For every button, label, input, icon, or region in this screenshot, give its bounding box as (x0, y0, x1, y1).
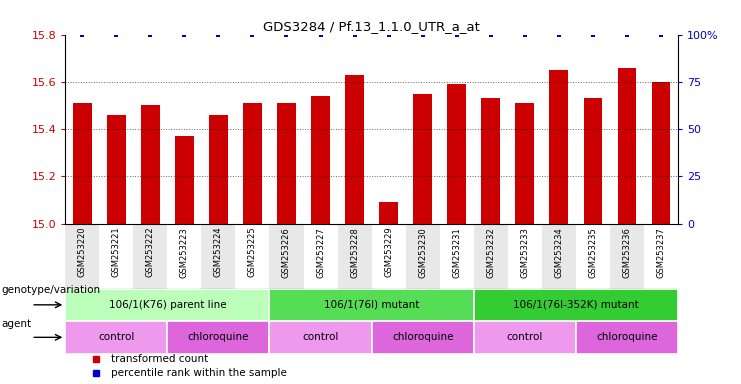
Point (144, 31, 156, 38)
Text: GSM253236: GSM253236 (622, 227, 631, 278)
Point (349, 31, 361, 38)
Text: GSM253225: GSM253225 (248, 227, 257, 278)
Text: 106/1(K76) parent line: 106/1(K76) parent line (108, 300, 226, 310)
Bar (338, 223, 371, 289)
Bar (550, 70, 568, 223)
Title: GDS3284 / Pf.13_1.1.0_UTR_a_at: GDS3284 / Pf.13_1.1.0_UTR_a_at (263, 20, 480, 33)
Text: GSM253237: GSM253237 (657, 227, 665, 278)
Bar (243, 103, 262, 223)
Bar (405, 223, 439, 289)
Bar (508, 223, 542, 289)
Bar (107, 115, 126, 223)
Point (416, 31, 428, 38)
Bar (99, 223, 133, 289)
Point (76, 31, 88, 38)
Text: GSM253234: GSM253234 (554, 227, 563, 278)
Bar (209, 115, 227, 223)
Point (213, 31, 225, 38)
Text: transformed count: transformed count (111, 354, 208, 364)
Bar (610, 223, 644, 289)
Text: control: control (507, 332, 543, 342)
Bar (371, 321, 473, 354)
Bar (236, 223, 270, 289)
Bar (473, 321, 576, 354)
Text: percentile rank within the sample: percentile rank within the sample (111, 368, 287, 378)
Text: GSM253228: GSM253228 (350, 227, 359, 278)
Bar (65, 289, 270, 321)
Text: GSM253221: GSM253221 (112, 227, 121, 278)
Point (485, 31, 496, 38)
Bar (73, 103, 92, 223)
Bar (167, 223, 202, 289)
Bar (65, 223, 99, 289)
Point (281, 31, 293, 38)
Text: GSM253230: GSM253230 (418, 227, 427, 278)
Bar (311, 96, 330, 223)
Text: GSM253235: GSM253235 (588, 227, 597, 278)
Bar (167, 321, 270, 354)
Point (315, 31, 327, 38)
Text: GSM253220: GSM253220 (78, 227, 87, 278)
Bar (202, 223, 236, 289)
Point (179, 31, 190, 38)
Point (553, 31, 565, 38)
Point (621, 31, 633, 38)
Text: GSM253224: GSM253224 (214, 227, 223, 278)
Bar (371, 223, 405, 289)
Text: agent: agent (1, 319, 32, 329)
Bar (473, 223, 508, 289)
Text: control: control (302, 332, 339, 342)
Bar (141, 106, 159, 223)
Text: GSM253223: GSM253223 (180, 227, 189, 278)
Bar (65, 321, 167, 354)
Bar (617, 68, 637, 223)
Bar (270, 223, 304, 289)
Bar (651, 82, 671, 223)
Text: chloroquine: chloroquine (187, 332, 249, 342)
Text: GSM253232: GSM253232 (486, 227, 495, 278)
Point (382, 31, 394, 38)
Text: GSM253229: GSM253229 (384, 227, 393, 278)
Bar (576, 321, 678, 354)
Text: GSM253226: GSM253226 (282, 227, 291, 278)
Bar (345, 75, 364, 223)
Text: 106/1(76I-352K) mutant: 106/1(76I-352K) mutant (513, 300, 639, 310)
Bar (270, 289, 473, 321)
Bar (473, 289, 678, 321)
Text: chloroquine: chloroquine (392, 332, 453, 342)
Bar (644, 223, 678, 289)
Bar (175, 136, 193, 223)
Point (110, 31, 122, 38)
Bar (542, 223, 576, 289)
Text: GSM253227: GSM253227 (316, 227, 325, 278)
Bar (482, 98, 500, 223)
Text: genotype/variation: genotype/variation (1, 285, 101, 295)
Text: 106/1(76I) mutant: 106/1(76I) mutant (324, 300, 419, 310)
Bar (379, 202, 398, 223)
Bar (576, 223, 610, 289)
Point (655, 31, 667, 38)
Bar (516, 103, 534, 223)
Text: GSM253233: GSM253233 (520, 227, 529, 278)
Bar (413, 94, 432, 223)
Text: GSM253231: GSM253231 (452, 227, 461, 278)
Bar (270, 321, 371, 354)
Text: control: control (98, 332, 134, 342)
Bar (277, 103, 296, 223)
Point (451, 31, 462, 38)
Bar (448, 84, 466, 223)
Bar (439, 223, 473, 289)
Bar (584, 98, 602, 223)
Bar (304, 223, 338, 289)
Text: GSM253222: GSM253222 (146, 227, 155, 278)
Point (587, 31, 599, 38)
Text: chloroquine: chloroquine (597, 332, 658, 342)
Bar (133, 223, 167, 289)
Point (519, 31, 531, 38)
Point (247, 31, 259, 38)
